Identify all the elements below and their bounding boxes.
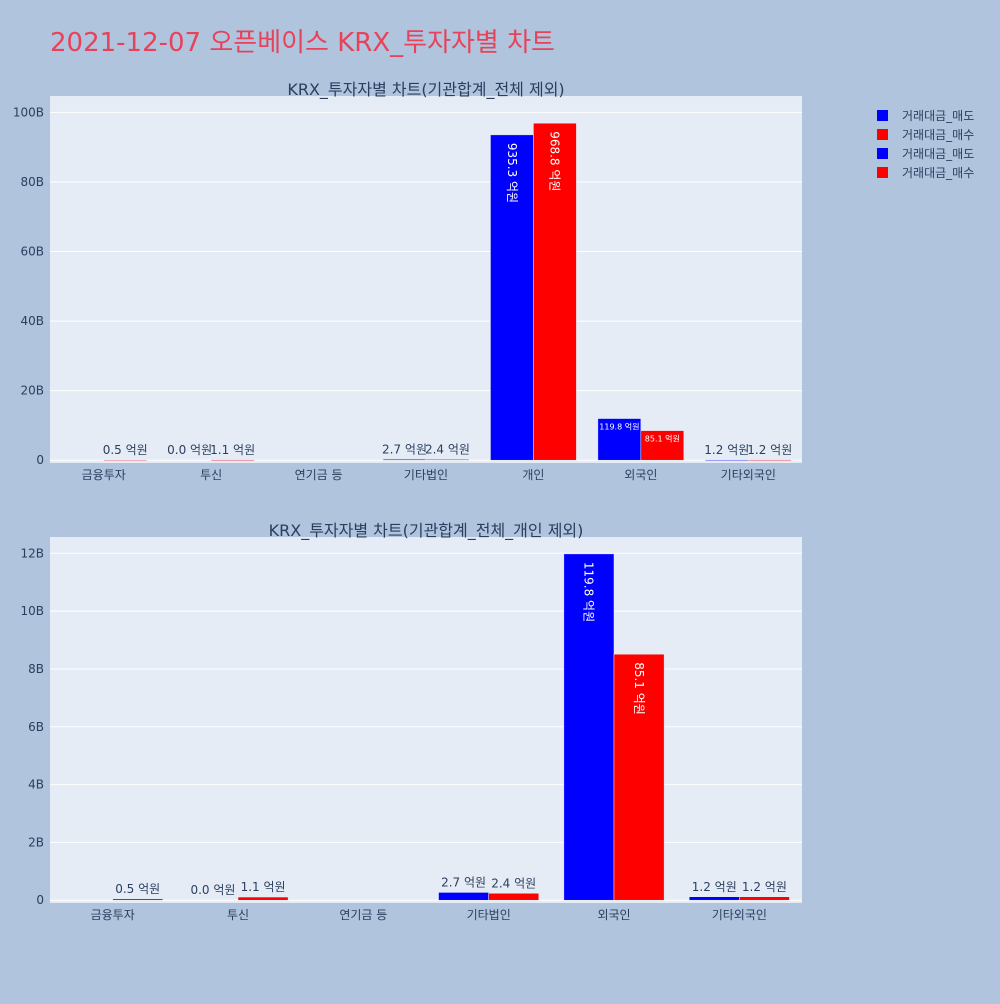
y-tick-label: 2B	[28, 835, 44, 849]
x-tick-label: 금융투자	[82, 468, 126, 482]
bar-sell	[705, 459, 749, 461]
plot-area-2	[50, 537, 802, 903]
data-label: 0.0 억원	[167, 443, 212, 457]
legend-swatch	[877, 129, 888, 140]
x-tick-label: 기타외국인	[721, 468, 776, 482]
data-label: 2.4 억원	[491, 876, 536, 890]
y-tick-label: 60B	[20, 244, 44, 258]
legend-swatch	[877, 167, 888, 178]
data-label: 1.2 억원	[692, 880, 737, 894]
x-tick-label: 금융투자	[91, 908, 135, 922]
x-tick-label: 개인	[522, 468, 544, 482]
chart-title: KRX_투자자별 차트(기관합계_전체_개인 제외)	[269, 521, 584, 541]
data-label: 2.7 억원	[441, 875, 486, 889]
bar-sell	[563, 553, 615, 901]
y-tick-label: 20B	[20, 384, 44, 398]
bar-buy	[488, 893, 540, 901]
data-label: 1.2 억원	[742, 880, 787, 894]
y-tick-label: 8B	[28, 662, 44, 676]
chart-title: KRX_투자자별 차트(기관합계_전체 제외)	[287, 80, 564, 100]
data-label: 119.8 억원	[599, 422, 639, 432]
y-tick-label: 40B	[20, 314, 44, 328]
data-label: 1.2 억원	[704, 443, 749, 457]
data-label: 85.1 억원	[632, 662, 646, 715]
y-tick-label: 4B	[28, 778, 44, 792]
data-label: 1.2 억원	[747, 443, 792, 457]
x-tick-label: 기타법인	[404, 468, 448, 482]
bar-buy	[748, 459, 792, 461]
y-tick-label: 12B	[20, 546, 44, 560]
bar-sell	[490, 134, 534, 461]
y-tick-label: 6B	[28, 720, 44, 734]
data-label: 0.5 억원	[103, 443, 148, 457]
y-tick-label: 100B	[13, 105, 44, 119]
data-label: 1.1 억원	[210, 443, 255, 457]
bar-buy	[237, 896, 289, 901]
y-tick-label: 0	[36, 893, 44, 907]
bar-sell	[438, 892, 489, 901]
legend-label: 거래대금_매도	[902, 147, 974, 161]
bar-buy	[533, 122, 577, 461]
bar-buy	[112, 898, 164, 901]
x-tick-label: 투신	[200, 468, 222, 482]
x-tick-label: 외국인	[597, 908, 630, 922]
data-label: 1.1 억원	[241, 880, 286, 894]
plot-area-1	[50, 96, 802, 463]
page-title: 2021-12-07 오픈베이스 KRX_투자자별 차트	[50, 28, 555, 58]
legend-swatch	[877, 110, 888, 121]
data-label: 935.3 억원	[505, 143, 519, 203]
data-label: 0.0 억원	[190, 883, 235, 897]
data-label: 119.8 억원	[582, 562, 596, 622]
data-label: 2.4 억원	[425, 442, 470, 456]
bar-buy	[739, 896, 790, 901]
data-label: 968.8 억원	[548, 131, 562, 191]
data-label: 85.1 억원	[645, 434, 680, 444]
data-label: 2.7 억원	[382, 442, 427, 456]
x-tick-label: 투신	[227, 908, 249, 922]
y-tick-label: 10B	[20, 604, 44, 618]
bar-sell	[688, 896, 740, 901]
x-tick-label: 외국인	[624, 468, 657, 482]
bar-buy	[210, 459, 255, 461]
legend-label: 거래대금_매도	[902, 109, 974, 123]
x-tick-label: 기타외국인	[712, 908, 767, 922]
y-tick-label: 0	[36, 453, 44, 467]
bar-buy	[613, 653, 665, 901]
legend-label: 거래대금_매수	[902, 128, 974, 142]
x-tick-label: 연기금 등	[339, 908, 387, 922]
bar-sell	[382, 459, 427, 461]
bar-buy	[640, 430, 685, 461]
y-tick-label: 80B	[20, 175, 44, 189]
x-tick-label: 연기금 등	[295, 468, 343, 482]
bar-buy	[425, 459, 470, 461]
data-label: 0.5 억원	[115, 882, 160, 896]
legend-swatch	[877, 148, 888, 159]
x-tick-label: 기타법인	[467, 908, 511, 922]
bar-buy	[103, 459, 147, 462]
legend-label: 거래대금_매수	[902, 166, 974, 180]
